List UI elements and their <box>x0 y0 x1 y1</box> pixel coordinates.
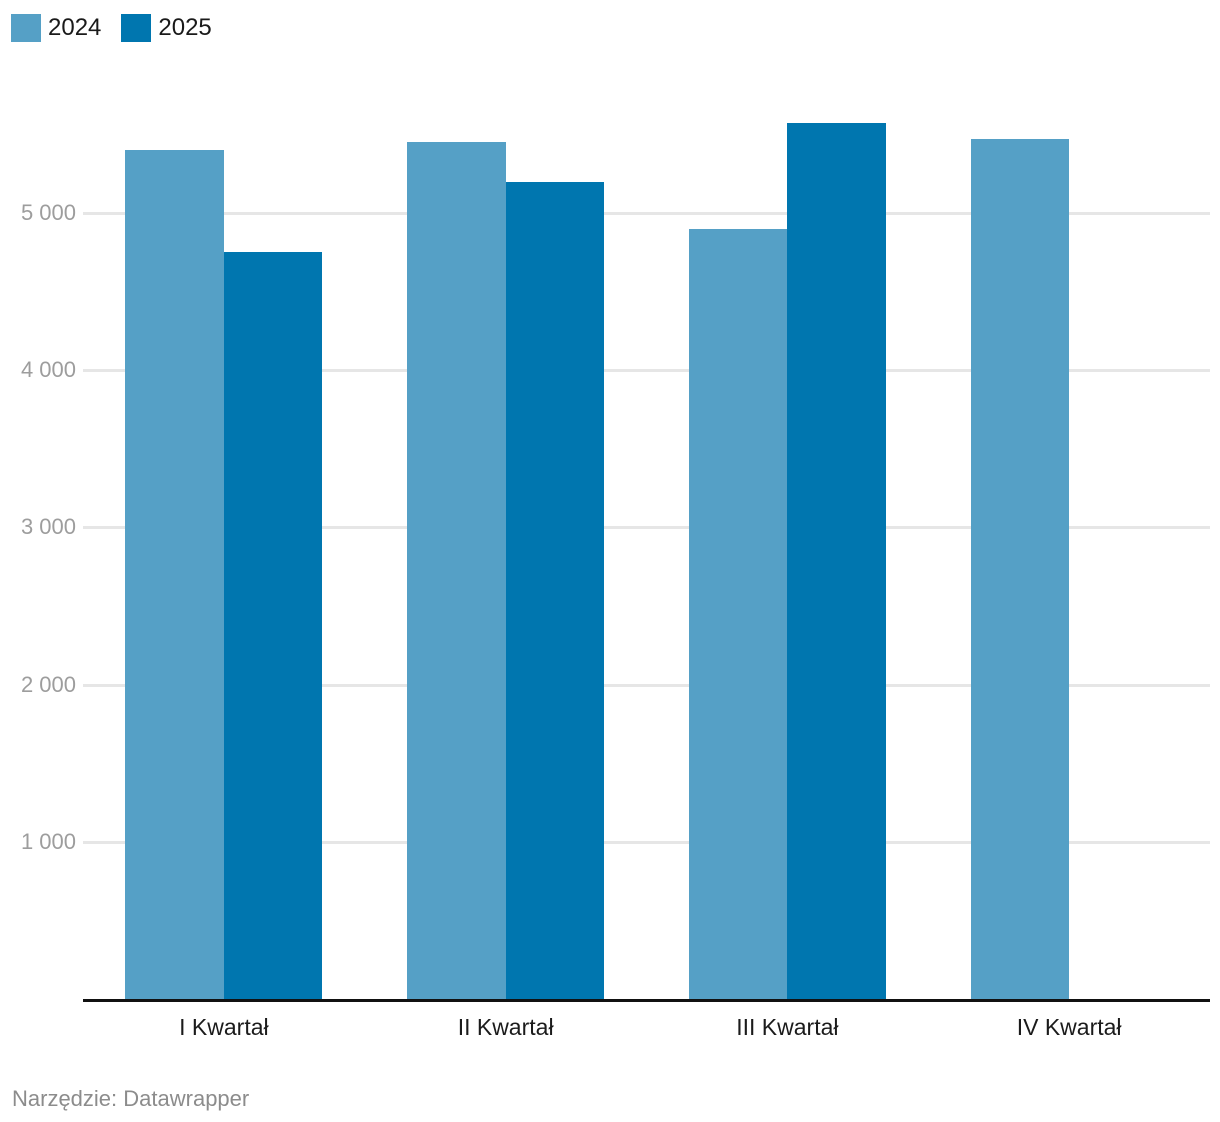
bar-2025-i-kwartał[interactable] <box>223 252 323 999</box>
x-tick-label-q2: II Kwartał <box>457 1014 554 1040</box>
gridline-2000 <box>83 683 1210 687</box>
y-tick-label-1000: 1 000 <box>20 828 76 854</box>
x-tick-label-q1: I Kwartał <box>179 1014 269 1040</box>
x-tick-label-q4: IV Kwartał <box>1016 1014 1122 1040</box>
bar-2024-ii-kwartał[interactable] <box>407 142 506 999</box>
y-tick-label-2000: 2 000 <box>20 671 76 697</box>
legend-swatch-2025 <box>121 14 152 42</box>
y-tick-label-5000: 5 000 <box>20 200 76 225</box>
bar-2024-iii-kwartał[interactable] <box>688 228 788 999</box>
bar-2025-iii-kwartał[interactable] <box>787 123 886 999</box>
legend-item-2025: 2025 <box>121 14 212 42</box>
gridline-3000 <box>83 526 1210 530</box>
legend: 2024 2025 <box>11 14 212 42</box>
legend-label-2024: 2024 <box>48 14 102 41</box>
tool-attribution: Narzędzie: Datawrapper <box>12 1086 250 1111</box>
y-tick-label-4000: 4 000 <box>20 357 76 383</box>
bar-2024-i-kwartał[interactable] <box>125 150 224 999</box>
gridline-5000 <box>83 212 1210 215</box>
x-tick-label-q3: III Kwartał <box>736 1014 839 1040</box>
legend-label-2025: 2025 <box>158 14 212 41</box>
legend-swatch-2024 <box>11 14 41 42</box>
bar-2024-iv-kwartał[interactable] <box>970 139 1070 999</box>
y-tick-label-3000: 3 000 <box>20 514 76 540</box>
gridline-1000 <box>83 840 1210 844</box>
legend-item-2024: 2024 <box>11 14 101 42</box>
bar-2025-ii-kwartał[interactable] <box>505 181 605 999</box>
gridline-4000 <box>83 369 1210 373</box>
x-axis-line <box>83 999 1210 1002</box>
